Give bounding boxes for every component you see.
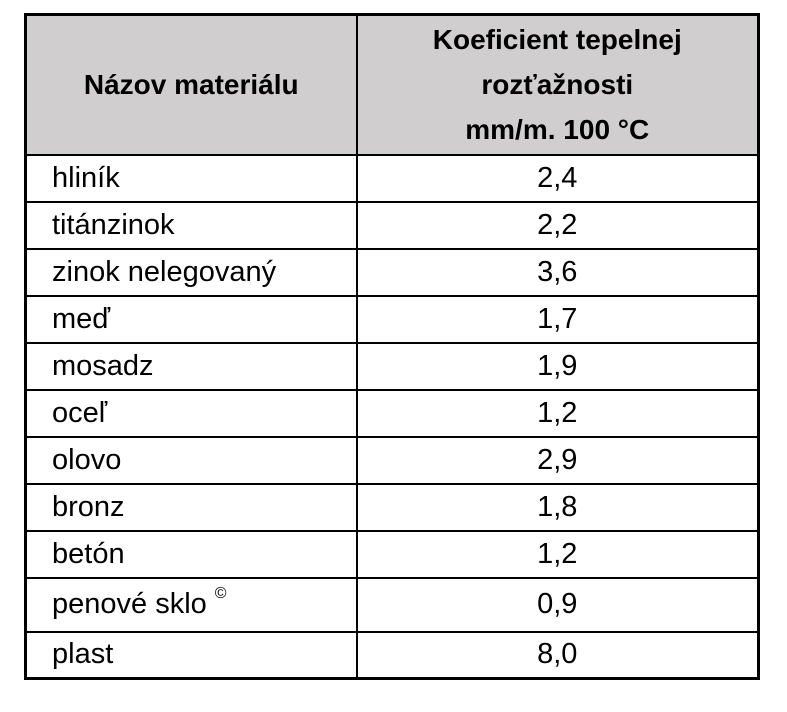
material-label: meď bbox=[52, 302, 111, 335]
table-row: titánzinok 2,2 bbox=[24, 200, 760, 250]
material-label: betón bbox=[52, 537, 125, 570]
material-cell: hliník bbox=[24, 153, 358, 203]
table-row: hliník 2,4 bbox=[24, 153, 760, 203]
material-label: plast bbox=[52, 638, 114, 671]
material-cell: mosadz bbox=[24, 341, 358, 391]
value-cell: 1,2 bbox=[355, 529, 760, 579]
copyright-superscript: © bbox=[214, 585, 227, 603]
materials-table-head: Názov materiálu Koeficient tepelnej rozť… bbox=[24, 13, 760, 156]
materials-table: Názov materiálu Koeficient tepelnej rozť… bbox=[24, 13, 760, 680]
material-label: olovo bbox=[52, 443, 122, 476]
materials-table-body: hliník 2,4 titánzinok 2,2 zinok nelegovaný 3,… bbox=[24, 153, 760, 680]
header-coefficient: Koeficient tepelnej rozťažnosti mm/m. 10… bbox=[355, 13, 760, 156]
table-row: betón 1,2 bbox=[24, 529, 760, 579]
material-cell: bronz bbox=[24, 482, 358, 532]
value-cell: 0,9 bbox=[355, 576, 760, 633]
header-material-name: Názov materiálu bbox=[24, 13, 358, 156]
material-label: penové sklo bbox=[52, 588, 207, 620]
table-row: oceľ 1,2 bbox=[24, 388, 760, 438]
material-label: titánzinok bbox=[52, 208, 175, 241]
material-label: bronz bbox=[52, 490, 125, 523]
material-label: zinok nelegovaný bbox=[52, 255, 277, 288]
value-cell: 1,7 bbox=[355, 294, 760, 344]
material-cell: oceľ bbox=[24, 388, 358, 438]
table-row: zinok nelegovaný 3,6 bbox=[24, 247, 760, 297]
value-cell: 1,8 bbox=[355, 482, 760, 532]
table-row: penové sklo © 0,9 bbox=[24, 576, 760, 633]
material-label: hliník bbox=[52, 161, 120, 194]
material-label: mosadz bbox=[52, 349, 154, 382]
material-cell: zinok nelegovaný bbox=[24, 247, 358, 297]
value-cell: 8,0 bbox=[355, 630, 760, 680]
material-cell: penové sklo © bbox=[24, 576, 358, 633]
table-row: olovo 2,9 bbox=[24, 435, 760, 485]
table-row: meď 1,7 bbox=[24, 294, 760, 344]
value-cell: 1,2 bbox=[355, 388, 760, 438]
table-row: plast 8,0 bbox=[24, 630, 760, 680]
value-cell: 1,9 bbox=[355, 341, 760, 391]
material-cell: plast bbox=[24, 630, 358, 680]
value-cell: 2,2 bbox=[355, 200, 760, 250]
material-cell: betón bbox=[24, 529, 358, 579]
table-row: bronz 1,8 bbox=[24, 482, 760, 532]
value-cell: 3,6 bbox=[355, 247, 760, 297]
value-cell: 2,4 bbox=[355, 153, 760, 203]
material-cell: meď bbox=[24, 294, 358, 344]
materials-table-container: Názov materiálu Koeficient tepelnej rozť… bbox=[24, 13, 760, 680]
header-row: Názov materiálu Koeficient tepelnej rozť… bbox=[24, 13, 760, 156]
material-label: oceľ bbox=[52, 396, 108, 429]
table-row: mosadz 1,9 bbox=[24, 341, 760, 391]
material-cell: olovo bbox=[24, 435, 358, 485]
value-cell: 2,9 bbox=[355, 435, 760, 485]
material-cell: titánzinok bbox=[24, 200, 358, 250]
